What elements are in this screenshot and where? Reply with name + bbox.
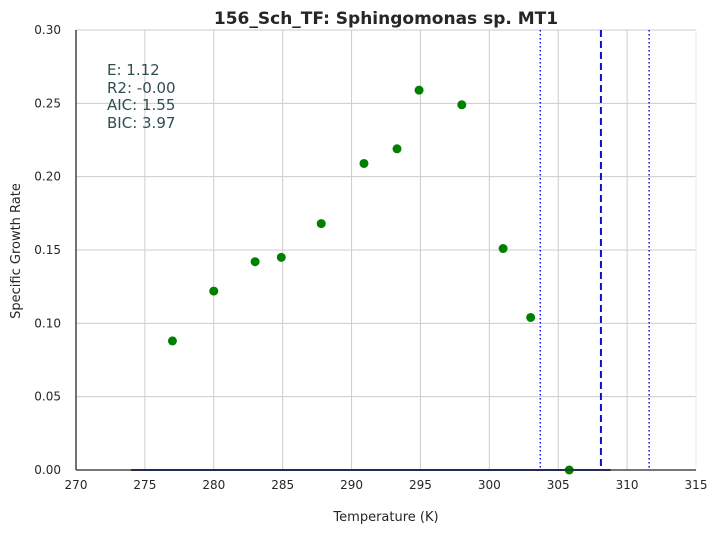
y-axis-label: Specific Growth Rate bbox=[9, 183, 24, 319]
data-point bbox=[498, 244, 508, 254]
data-point bbox=[392, 144, 402, 154]
data-point bbox=[359, 158, 369, 168]
data-point bbox=[526, 312, 536, 322]
stat-aic: AIC: 1.55 bbox=[107, 96, 175, 114]
data-point bbox=[276, 252, 286, 262]
data-points bbox=[167, 85, 574, 475]
data-point bbox=[414, 85, 424, 95]
x-tick-label: 280 bbox=[202, 478, 225, 492]
stat-bic: BIC: 3.97 bbox=[107, 114, 175, 132]
y-tick-label: 0.25 bbox=[34, 96, 61, 110]
x-tick-label: 305 bbox=[547, 478, 570, 492]
grid-lines bbox=[76, 29, 697, 470]
x-tick-label: 270 bbox=[65, 478, 88, 492]
x-tick-label: 295 bbox=[409, 478, 432, 492]
x-tick-labels: 270 275 280 285 290 295 300 305 310 315 bbox=[65, 478, 708, 492]
data-point bbox=[250, 257, 260, 267]
stat-r2: R2: -0.00 bbox=[107, 79, 176, 97]
fit-statistics: E: 1.12 R2: -0.00 AIC: 1.55 BIC: 3.97 bbox=[107, 61, 176, 132]
data-point bbox=[209, 286, 219, 296]
y-tick-label: 0.15 bbox=[34, 243, 61, 257]
y-tick-label: 0.00 bbox=[34, 463, 61, 477]
chart-title: 156_Sch_TF: Sphingomonas sp. MT1 bbox=[214, 9, 558, 29]
data-point bbox=[457, 100, 467, 110]
x-tick-label: 300 bbox=[478, 478, 501, 492]
axes bbox=[75, 30, 696, 471]
x-axis-label: Temperature (K) bbox=[332, 510, 438, 525]
x-tick-label: 275 bbox=[133, 478, 156, 492]
x-tick-label: 310 bbox=[616, 478, 639, 492]
vertical-reference-lines bbox=[539, 30, 650, 470]
x-tick-label: 290 bbox=[340, 478, 363, 492]
y-tick-label: 0.30 bbox=[34, 23, 61, 37]
y-tick-label: 0.20 bbox=[34, 170, 61, 184]
data-point bbox=[167, 336, 177, 346]
stat-e: E: 1.12 bbox=[107, 61, 160, 79]
y-tick-labels: 0.00 0.05 0.10 0.15 0.20 0.25 0.30 bbox=[34, 23, 61, 477]
y-tick-label: 0.10 bbox=[34, 316, 61, 330]
y-tick-label: 0.05 bbox=[34, 390, 61, 404]
x-tick-label: 315 bbox=[685, 478, 708, 492]
x-tick-label: 285 bbox=[271, 478, 294, 492]
data-point bbox=[316, 219, 326, 229]
